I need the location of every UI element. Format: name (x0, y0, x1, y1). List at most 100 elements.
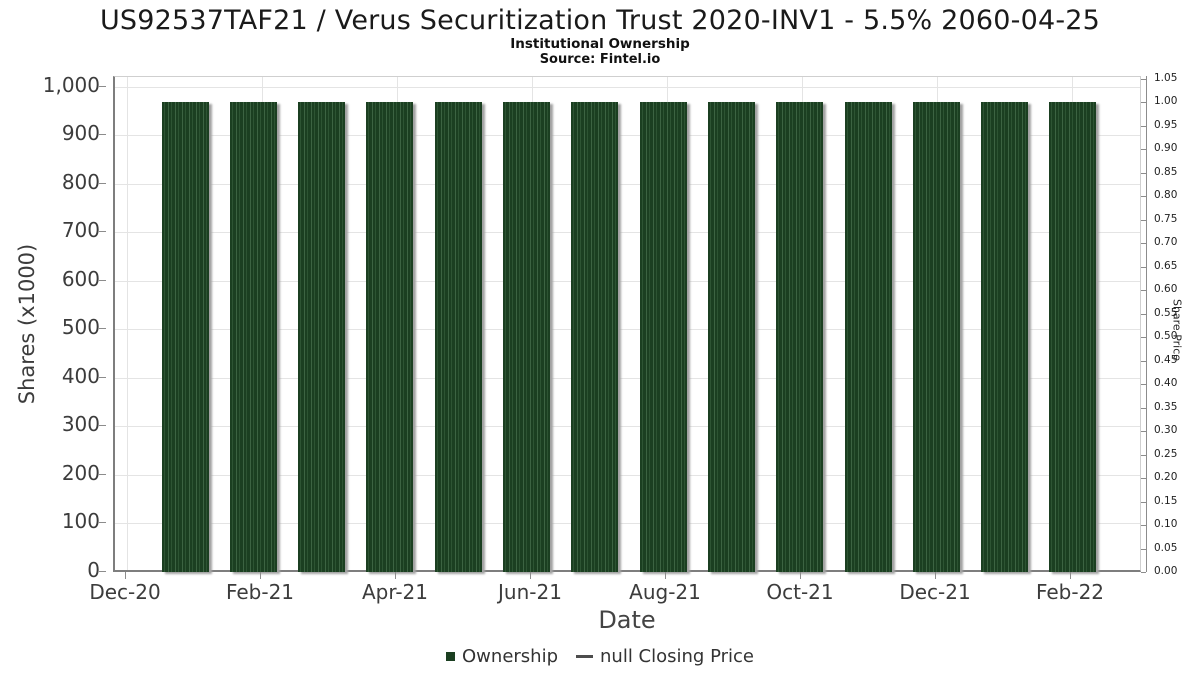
x-axis-title: Date (598, 606, 656, 634)
ownership-bar[interactable] (161, 102, 209, 572)
y-left-tick (99, 473, 106, 475)
x-tick (935, 572, 936, 579)
x-tick (260, 572, 261, 579)
y-right-tick-label: 0.20 (1154, 471, 1178, 484)
y-left-tick-label: 0 (87, 558, 100, 582)
y-left-tick (99, 328, 106, 330)
y-left-tick (99, 279, 106, 281)
y-right-tick (1141, 290, 1146, 292)
y-right-tick-label: 0.85 (1154, 165, 1178, 178)
ownership-bar[interactable] (503, 102, 550, 572)
ownership-bar[interactable] (776, 102, 824, 572)
y-right-tick (1141, 431, 1146, 433)
x-tick-label: Oct-21 (766, 580, 834, 604)
y-left-tick (99, 231, 106, 233)
y-right-tick (1141, 407, 1146, 409)
y-right-tick (1141, 266, 1146, 268)
y-right-tick-label: 1.05 (1154, 71, 1178, 84)
legend-label: Ownership (462, 646, 559, 667)
v-gridline (127, 77, 128, 570)
y-right-tick-label: 0.55 (1154, 306, 1178, 319)
ownership-bar[interactable] (366, 102, 414, 572)
x-tick (530, 572, 531, 579)
ownership-bar[interactable] (981, 102, 1029, 572)
y-left-tick-label: 800 (61, 169, 100, 194)
y-right-tick-label: 0.70 (1154, 236, 1178, 249)
x-tick-label: Feb-21 (225, 580, 295, 604)
y-right-tick-label: 0.30 (1154, 424, 1178, 437)
y-right-tick (1141, 360, 1146, 362)
y-right-tick-label: 0.00 (1154, 565, 1178, 577)
h-gridline (115, 523, 1140, 525)
x-tick-label: Jun-21 (498, 580, 562, 604)
y-left-tick-label: 1,000 (42, 72, 100, 97)
y-right-tick-label: 0.15 (1154, 494, 1178, 507)
y-right-tick-label: 0.60 (1154, 283, 1178, 296)
y-left-tick-label: 500 (61, 315, 100, 340)
y-right-tick (1141, 172, 1146, 174)
y-right-tick (1141, 313, 1146, 315)
y-right-tick-label: 0.40 (1154, 377, 1178, 390)
ownership-bar[interactable] (844, 102, 892, 572)
ownership-bar[interactable] (912, 102, 960, 572)
ownership-bar[interactable] (639, 102, 687, 572)
x-tick (800, 572, 801, 579)
y-right-tick (1141, 384, 1146, 386)
y-left-tick-label: 900 (61, 121, 100, 146)
h-gridline (115, 135, 1140, 137)
y-right-tick (1141, 478, 1146, 480)
h-gridline (115, 183, 1140, 185)
y-left-tick-label: 300 (61, 412, 100, 437)
y-axis-title-right: Share Price (1170, 298, 1184, 362)
y-left-tick (99, 571, 106, 572)
y-right-tick-label: 0.05 (1154, 541, 1178, 554)
y-right-tick-label: 0.95 (1154, 118, 1178, 131)
y-right-tick-label: 0.65 (1154, 259, 1178, 272)
y-left-tick-label: 100 (61, 509, 100, 534)
y-right-tick (1141, 525, 1146, 527)
y-left-tick (99, 425, 106, 427)
y-right-tick-label: 0.80 (1154, 189, 1178, 202)
y-left-tick-label: 400 (61, 363, 100, 388)
ownership-bar[interactable] (229, 102, 277, 572)
legend: Ownership null Closing Price (0, 646, 1200, 667)
x-tick (395, 572, 396, 579)
y-right-tick (1141, 196, 1146, 198)
plot-area (113, 76, 1141, 572)
ownership-bar[interactable] (1049, 102, 1097, 572)
y-right-tick-label: 1.00 (1154, 95, 1178, 108)
legend-item-closing-price[interactable]: null Closing Price (576, 646, 754, 667)
y-left-tick-label: 200 (61, 460, 100, 485)
y-right-tick-label: 0.45 (1154, 353, 1178, 366)
y-right-axis-spine (1146, 76, 1147, 572)
x-tick-label: Apr-21 (362, 580, 428, 604)
legend-item-ownership[interactable]: Ownership (446, 646, 558, 667)
y-right-tick (1141, 454, 1146, 456)
y-right-tick (1141, 548, 1146, 550)
y-right-tick (1141, 219, 1146, 221)
y-left-tick-label: 700 (61, 218, 100, 243)
y-right-tick-label: 0.25 (1154, 447, 1178, 460)
y-right-tick (1141, 102, 1146, 104)
y-left-tick (99, 134, 106, 136)
y-right-tick (1141, 78, 1146, 80)
ownership-bar[interactable] (571, 102, 619, 572)
x-tick (1070, 572, 1071, 579)
y-right-tick (1141, 149, 1146, 151)
ownership-bar[interactable] (434, 102, 482, 572)
closing-price-dash-icon (576, 655, 594, 658)
chart-source-credit: Source: Fintel.io (539, 52, 661, 67)
ownership-bar[interactable] (707, 102, 755, 572)
y-right-tick-label: 0.50 (1154, 330, 1178, 343)
y-left-tick (99, 376, 106, 378)
h-gridline (115, 329, 1140, 331)
y-left-tick-label: 600 (61, 266, 100, 291)
ownership-square-icon (446, 652, 456, 661)
h-gridline (115, 280, 1140, 282)
chart-subtitle: Institutional Ownership (510, 36, 690, 52)
y-right-tick (1141, 243, 1146, 245)
h-gridline (115, 474, 1140, 476)
y-left-tick (99, 85, 106, 87)
ownership-bar[interactable] (298, 102, 346, 572)
